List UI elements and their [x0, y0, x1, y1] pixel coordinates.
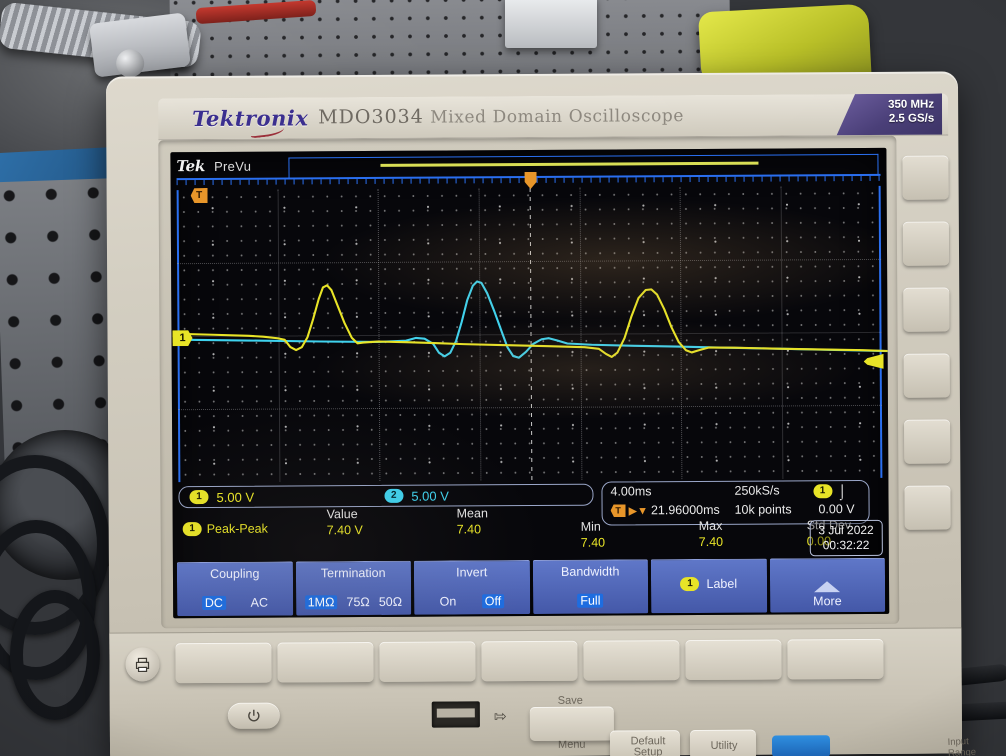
ch2-scale[interactable]: 5.00 V	[411, 488, 449, 504]
coupling-option-ac[interactable]: AC	[250, 595, 268, 610]
print-button[interactable]	[125, 647, 160, 682]
termination-option-1m[interactable]: 1MΩ	[304, 595, 338, 610]
power-button[interactable]	[227, 702, 280, 729]
measurement-value-value: 7.40 V	[326, 523, 363, 538]
label-channel-badge: 1	[680, 576, 700, 592]
coupling-option-dc[interactable]: DC	[201, 595, 226, 611]
measurement-value-mean: 7.40	[456, 522, 482, 537]
measurement-header-mean: Mean	[456, 506, 488, 521]
time-per-div[interactable]: 4.00ms	[610, 484, 652, 499]
ch2-badge[interactable]: 2	[384, 488, 404, 503]
measurement-name: Peak-Peak	[206, 521, 268, 537]
bandwidth-spec: 350 MHz	[888, 98, 935, 111]
vertical-scale-box: 1 5.00 V 2 5.00 V	[178, 483, 594, 509]
ch1-badge[interactable]: 1	[189, 489, 209, 505]
default-setup-label: Default Setup	[630, 735, 666, 756]
side-button-3[interactable]	[903, 287, 950, 332]
ch1-scale[interactable]: 5.00 V	[216, 489, 255, 505]
menu-button-termination[interactable]: Termination 1MΩ 75Ω 50Ω	[295, 560, 412, 616]
measurement-header-max: Max	[698, 518, 723, 533]
front-button-4[interactable]	[481, 640, 578, 682]
menu-title-coupling: Coupling	[210, 566, 260, 581]
device-subtitle: Mixed Domain Oscilloscope	[430, 106, 685, 128]
measurement-value-min: 7.40	[580, 535, 606, 550]
menu-title-bandwidth: Bandwidth	[560, 564, 620, 579]
coiled-cable	[10, 590, 100, 720]
termination-option-50[interactable]: 50Ω	[378, 594, 403, 609]
utility-label: Utility	[710, 739, 738, 752]
trigger-position-marker-top[interactable]	[525, 172, 537, 189]
run-stop-button[interactable]	[771, 735, 831, 756]
invert-option-off[interactable]: Off	[481, 594, 505, 609]
trigger-source-row[interactable]: 1 ⌡	[812, 483, 847, 500]
brand-strip: Tektronix MDO3034 Mixed Domain Oscillosc…	[158, 93, 949, 141]
rising-edge-icon: ⌡	[837, 483, 847, 500]
measurement-source-badge: 1	[182, 522, 202, 537]
measurement-header-value: Value	[326, 507, 358, 522]
clock-display: 3 Jul 2022 00:32:22	[809, 519, 883, 557]
input-range-label: Input Range ±30V	[947, 736, 977, 756]
menu-button-invert[interactable]: Invert On Off	[413, 560, 530, 615]
measurement-value-max: 7.40	[698, 534, 724, 549]
sample-rate: 250kS/s	[734, 483, 780, 498]
side-button-4[interactable]	[903, 353, 950, 398]
printer-icon	[135, 657, 150, 673]
side-button-1[interactable]	[902, 155, 949, 200]
front-button-2[interactable]	[277, 641, 374, 683]
bottom-menu-bar: Coupling DC AC Termination 1MΩ 75Ω 50Ω	[176, 557, 886, 617]
power-icon	[248, 709, 260, 722]
scope-screen: Tek PreVu T	[170, 147, 890, 619]
side-button-2[interactable]	[902, 221, 950, 266]
menu-button-label[interactable]: 1 Label	[650, 558, 767, 614]
save-menu-button[interactable]	[529, 706, 614, 742]
prevu-label: PreVu	[214, 158, 252, 174]
ch1-trace	[176, 284, 890, 358]
sample-rate-spec: 2.5 GS/s	[888, 112, 935, 125]
waveform-canvas	[176, 280, 890, 359]
usb-port[interactable]	[431, 701, 480, 728]
menu-button-bandwidth[interactable]: Bandwidth Full	[532, 559, 649, 615]
trigger-source-badge: 1	[812, 484, 833, 499]
usb-icon: ⇰	[493, 707, 507, 726]
side-button-6[interactable]	[904, 485, 951, 530]
ch2-trace	[176, 280, 890, 359]
save-label: Save	[557, 694, 583, 707]
side-button-5[interactable]	[904, 419, 951, 464]
front-button-3[interactable]	[379, 641, 476, 682]
menu-button-coupling[interactable]: Coupling DC AC	[176, 561, 293, 617]
menu-title-label: Label	[706, 576, 738, 591]
clock-date: 3 Jul 2022	[818, 522, 874, 538]
front-panel: ⇰ Save Menu Default Setup Utility Input …	[109, 627, 976, 756]
clock-time: 00:32:22	[822, 537, 870, 553]
spec-badge: 350 MHz 2.5 GS/s	[836, 94, 942, 137]
front-button-1[interactable]	[175, 642, 272, 684]
screen-bezel: Tek PreVu T	[158, 135, 900, 629]
front-button-5[interactable]	[583, 640, 680, 681]
front-button-7[interactable]	[787, 638, 884, 680]
menu-title-more: More	[813, 594, 842, 609]
front-button-6[interactable]	[685, 639, 782, 681]
menu-button-more[interactable]: More	[769, 557, 886, 613]
chevron-up-icon	[814, 581, 841, 593]
oscilloscope-body: Tektronix MDO3034 Mixed Domain Oscillosc…	[105, 71, 976, 756]
invert-option-on[interactable]: On	[439, 594, 457, 609]
measurement-name-row[interactable]: 1 Peak-Peak	[182, 521, 268, 537]
tek-screen-logo: Tek	[176, 157, 206, 176]
measurement-readout: 1 Peak-Peak Value 7.40 V Mean 7.40 Min	[179, 504, 883, 550]
prevu-indicator: Tek PreVu	[176, 156, 251, 178]
model-name: MDO3034	[318, 105, 424, 129]
menu-title-invert: Invert	[456, 565, 488, 580]
measurement-header-min: Min	[580, 519, 601, 534]
white-box	[505, 0, 597, 48]
bandwidth-option-full[interactable]: Full	[577, 593, 604, 608]
termination-option-75[interactable]: 75Ω	[346, 595, 370, 610]
tektronix-swoosh-icon	[249, 122, 285, 139]
menu-title-termination: Termination	[320, 565, 386, 581]
